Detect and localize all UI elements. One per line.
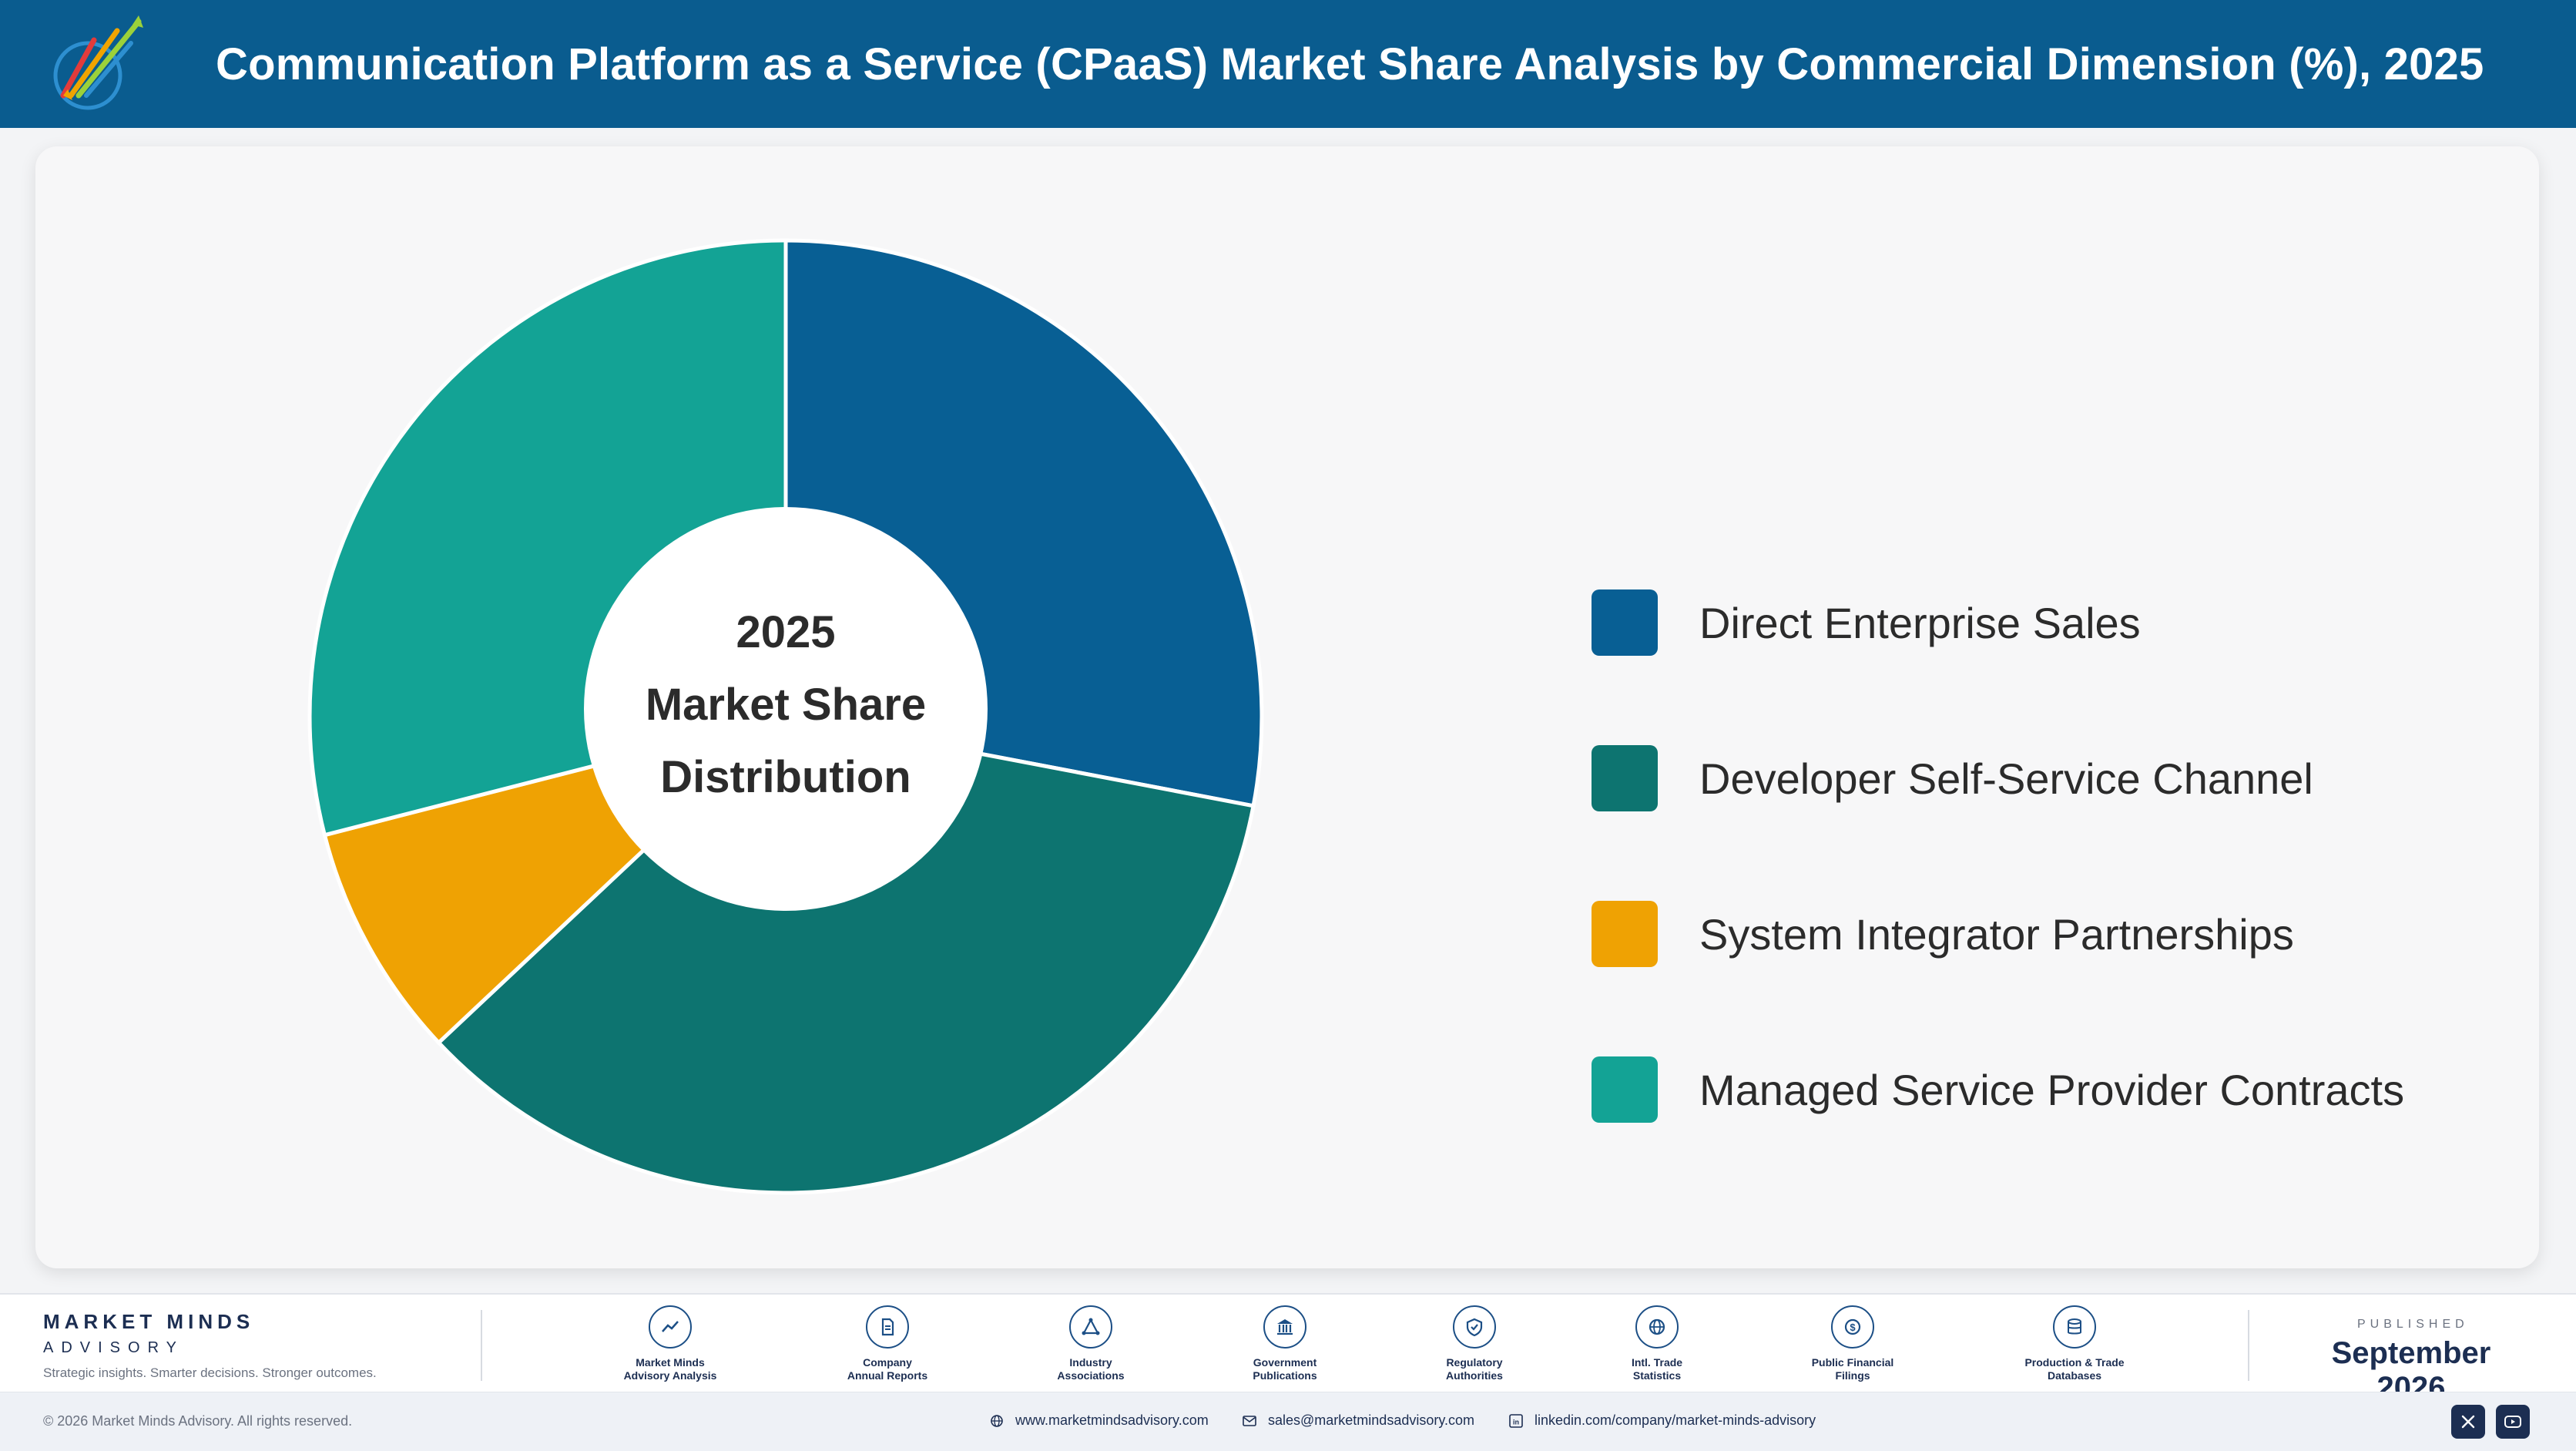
- source-market-minds-analysis[interactable]: Market Minds Advisory Analysis: [593, 1305, 747, 1382]
- legend-item-system-integrator[interactable]: System Integrator Partnerships: [1592, 901, 2404, 967]
- document-icon: [866, 1305, 909, 1349]
- legend-item-managed-service-provider[interactable]: Managed Service Provider Contracts: [1592, 1056, 2404, 1123]
- source-line2: Advisory Analysis: [623, 1369, 717, 1382]
- source-line2: Databases: [2047, 1369, 2102, 1382]
- page-title: Communication Platform as a Service (CPa…: [216, 39, 2484, 89]
- footer-tagline: Strategic insights. Smarter decisions. S…: [43, 1365, 377, 1380]
- footer-divider: [481, 1310, 482, 1381]
- globe-icon: [1635, 1305, 1679, 1349]
- legend-item-developer-self-service[interactable]: Developer Self-Service Channel: [1592, 745, 2404, 811]
- youtube-icon: [2504, 1416, 2521, 1428]
- source-production-trade-databases[interactable]: Production & Trade Databases: [1997, 1305, 2152, 1382]
- source-line1: Intl. Trade: [1631, 1356, 1683, 1369]
- source-line2: Annual Reports: [847, 1369, 928, 1382]
- center-label-year: 2025: [736, 607, 835, 657]
- footer: MARKET MINDS ADVISORY Strategic insights…: [0, 1293, 2576, 1405]
- footer-brand-sub: ADVISORY: [43, 1339, 184, 1356]
- source-line1: Government: [1253, 1356, 1317, 1369]
- company-logo[interactable]: [40, 9, 154, 120]
- x-social-button[interactable]: [2451, 1405, 2485, 1439]
- source-line1: Regulatory: [1446, 1356, 1503, 1369]
- trend-icon: [649, 1305, 692, 1349]
- chart-card: 2025 Market Share Distribution Direct En…: [35, 146, 2539, 1268]
- source-line1: Industry: [1069, 1356, 1112, 1369]
- source-line2: Statistics: [1632, 1369, 1682, 1382]
- email-text: sales@marketmindsadvisory.com: [1268, 1412, 1475, 1428]
- youtube-social-button[interactable]: [2496, 1405, 2530, 1439]
- source-line2: Filings: [1835, 1369, 1870, 1382]
- source-line1: Public Financial: [1811, 1356, 1894, 1369]
- legend-label: Direct Enterprise Sales: [1699, 598, 2141, 647]
- source-line2: Authorities: [1446, 1369, 1503, 1382]
- source-line2: Publications: [1253, 1369, 1317, 1382]
- network-icon: [1069, 1305, 1112, 1349]
- source-public-financial-filings[interactable]: $ Public Financial Filings: [1776, 1305, 1930, 1382]
- donut-chart: 2025 Market Share Distribution: [307, 238, 1264, 1195]
- building-icon: [1263, 1305, 1306, 1349]
- center-label-line3: Distribution: [660, 752, 911, 802]
- header-bar: Communication Platform as a Service (CPa…: [0, 0, 2576, 128]
- legend-swatch: [1592, 1056, 1658, 1123]
- copyright-text: © 2026 Market Minds Advisory. All rights…: [43, 1413, 353, 1429]
- footer-divider: [2248, 1310, 2249, 1381]
- source-line1: Production & Trade: [2024, 1356, 2125, 1369]
- coin-icon: $: [1831, 1305, 1874, 1349]
- source-line1: Company: [863, 1356, 912, 1369]
- source-line1: Market Minds: [636, 1356, 705, 1369]
- x-icon: [2461, 1415, 2475, 1429]
- source-regulatory-authorities[interactable]: Regulatory Authorities: [1397, 1305, 1551, 1382]
- legend-label: Developer Self-Service Channel: [1699, 754, 2313, 803]
- svg-text:$: $: [1850, 1322, 1856, 1333]
- legend-item-direct-enterprise-sales[interactable]: Direct Enterprise Sales: [1592, 589, 2404, 656]
- email-link[interactable]: sales@marketmindsadvisory.com: [1242, 1412, 1474, 1429]
- legend-label: Managed Service Provider Contracts: [1699, 1065, 2405, 1114]
- footer-brand-name: MARKET MINDS: [43, 1310, 255, 1333]
- legend-label: System Integrator Partnerships: [1699, 909, 2294, 959]
- source-industry-associations[interactable]: Industry Associations: [1014, 1305, 1168, 1382]
- published-label: PUBLISHED: [2357, 1318, 2469, 1331]
- chart-legend: Direct Enterprise Sales Developer Self-S…: [1592, 589, 2404, 1212]
- website-link[interactable]: www.marketmindsadvisory.com: [989, 1412, 1209, 1429]
- legend-swatch: [1592, 589, 1658, 656]
- bottom-bar: © 2026 Market Minds Advisory. All rights…: [0, 1392, 2576, 1451]
- legend-swatch: [1592, 745, 1658, 811]
- donut-slice-developer-self-service-channel[interactable]: [435, 714, 1256, 1195]
- website-text: www.marketmindsadvisory.com: [1015, 1412, 1209, 1428]
- shield-icon: [1453, 1305, 1496, 1349]
- globe-icon: [991, 1414, 1003, 1427]
- center-label-line2: Market Share: [646, 680, 926, 730]
- linkedin-link[interactable]: in linkedin.com/company/market-minds-adv…: [1508, 1412, 1816, 1429]
- source-line2: Associations: [1057, 1369, 1125, 1382]
- source-intl-trade-statistics[interactable]: Intl. Trade Statistics: [1580, 1305, 1734, 1382]
- linkedin-icon: in: [1509, 1413, 1523, 1428]
- source-company-annual-reports[interactable]: Company Annual Reports: [810, 1305, 964, 1382]
- source-government-publications[interactable]: Government Publications: [1208, 1305, 1362, 1382]
- donut-hole: [584, 507, 988, 911]
- mail-icon: [1243, 1415, 1256, 1426]
- database-icon: [2053, 1305, 2096, 1349]
- legend-swatch: [1592, 901, 1658, 967]
- linkedin-text: linkedin.com/company/market-minds-adviso…: [1535, 1412, 1816, 1428]
- svg-text:in: in: [1513, 1418, 1519, 1426]
